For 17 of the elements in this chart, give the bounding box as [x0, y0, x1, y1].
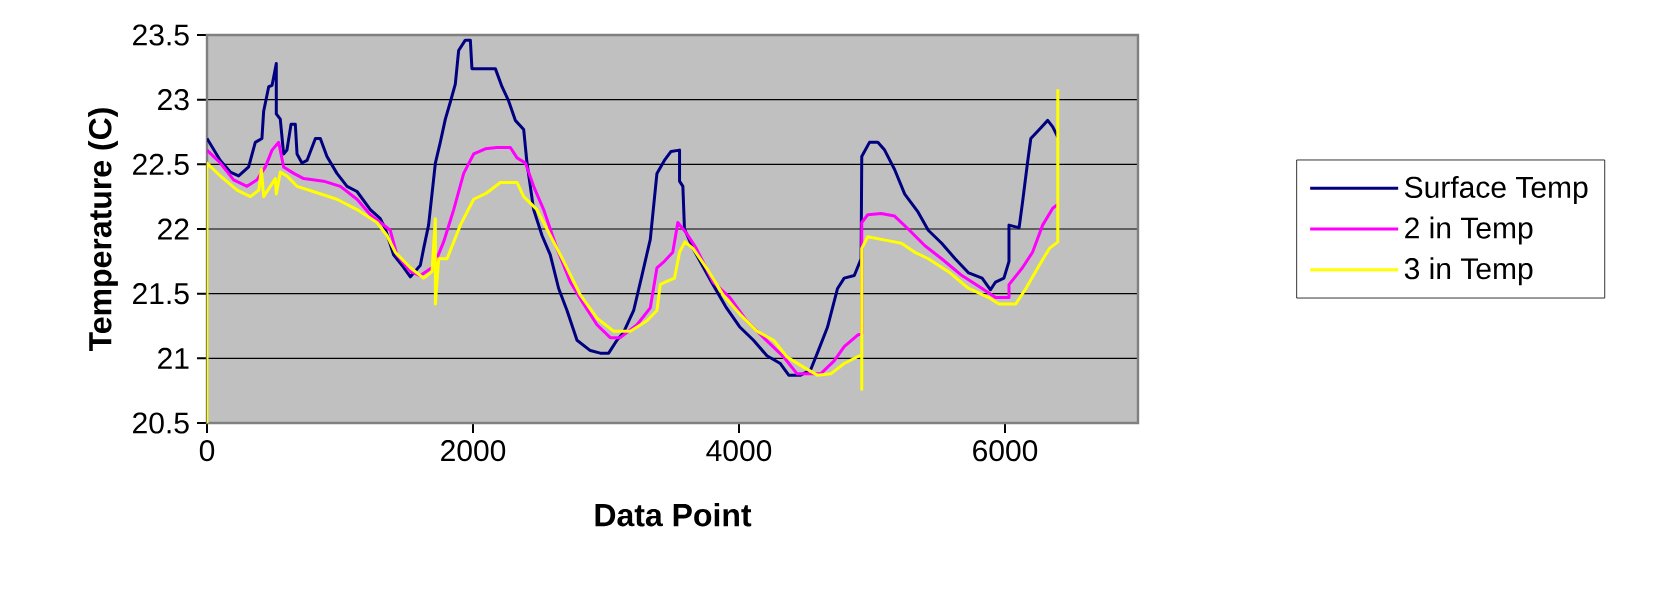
x-tick-label: 2000 — [441, 440, 506, 462]
x-tick-label: 4000 — [706, 440, 772, 462]
y-axis-title: Temperature (C) — [88, 108, 118, 352]
legend-label: 2 in Temp — [1405, 216, 1533, 245]
y-tick-label: 23.5 — [133, 24, 189, 46]
y-tick-label: 22 — [158, 218, 189, 240]
x-tick-label: 0 — [199, 440, 215, 462]
legend-label: 3 in Temp — [1404, 257, 1533, 286]
x-axis-title: Data Point — [595, 502, 752, 527]
y-tick-label: 20.5 — [133, 412, 189, 434]
y-tick-label: 21 — [158, 347, 189, 369]
line-series — [207, 87, 1060, 423]
y-tick-label: 22.5 — [133, 153, 189, 175]
legend-label: Surface Temp — [1405, 175, 1588, 204]
x-tick-label: 6000 — [973, 440, 1038, 462]
y-tick-label: 23 — [158, 89, 189, 111]
y-tick-label: 21.5 — [133, 283, 189, 305]
